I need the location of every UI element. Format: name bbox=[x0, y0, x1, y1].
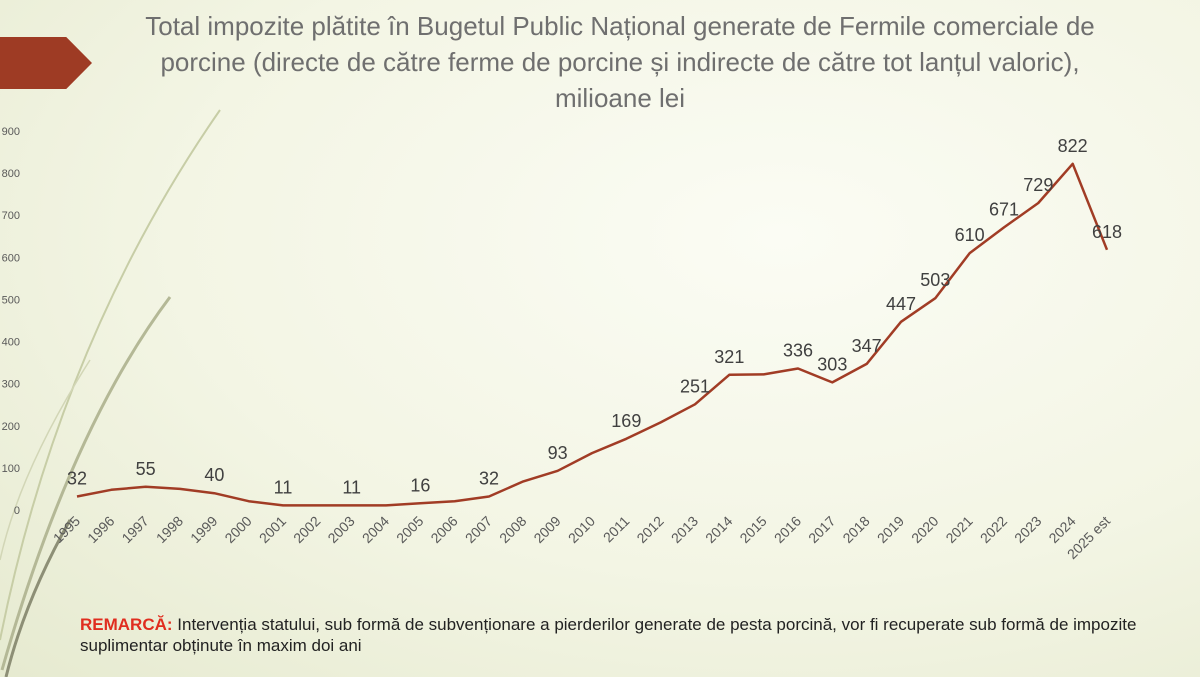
data-label: 729 bbox=[1023, 175, 1053, 195]
data-label: 503 bbox=[920, 270, 950, 290]
data-label: 40 bbox=[204, 465, 224, 485]
remark-label: REMARCĂ: bbox=[80, 615, 173, 634]
data-label: 32 bbox=[67, 469, 87, 489]
x-tick-label: 2009 bbox=[530, 513, 563, 546]
data-label: 303 bbox=[817, 354, 847, 374]
data-label: 321 bbox=[714, 347, 744, 367]
deco-curve bbox=[0, 296, 172, 671]
x-tick-label: 1995 bbox=[50, 513, 83, 546]
x-axis: 1995 1996 1997 1998 1999 2000 2001 2002 2003 2004… bbox=[50, 513, 1113, 562]
x-tick-label: 2005 bbox=[393, 513, 426, 546]
x-tick-label: 2003 bbox=[324, 513, 357, 546]
data-label: 32 bbox=[479, 469, 499, 489]
deco-curve bbox=[0, 109, 221, 641]
x-tick-label: 2004 bbox=[359, 513, 392, 546]
x-tick-label: 2012 bbox=[633, 513, 666, 546]
x-tick-label: 1996 bbox=[84, 513, 117, 546]
x-tick-label: 2006 bbox=[427, 513, 460, 546]
y-tick-label: 500 bbox=[2, 294, 20, 306]
series-line bbox=[76, 162, 1109, 507]
data-label: 618 bbox=[1092, 222, 1122, 242]
y-tick-label: 800 bbox=[2, 168, 20, 180]
y-tick-label: 400 bbox=[2, 337, 20, 349]
x-tick-label: 2008 bbox=[496, 513, 529, 546]
x-tick-label: 2011 bbox=[600, 513, 633, 546]
x-tick-label: 1997 bbox=[118, 513, 151, 546]
x-tick-label: 2019 bbox=[874, 513, 907, 546]
data-label: 11 bbox=[342, 477, 361, 497]
remark-text: Intervenția statului, sub formă de subve… bbox=[80, 615, 1137, 655]
y-tick-label: 100 bbox=[2, 463, 20, 475]
data-label: 447 bbox=[886, 294, 916, 314]
x-tick-label: 2023 bbox=[1011, 513, 1044, 546]
y-tick-label: 200 bbox=[2, 421, 20, 433]
deco-curve bbox=[4, 519, 72, 677]
data-label: 671 bbox=[989, 199, 1019, 219]
x-tick-label: 2017 bbox=[805, 513, 838, 546]
data-label: 822 bbox=[1058, 136, 1088, 156]
x-tick-label: 2014 bbox=[702, 513, 735, 546]
y-tick-label: 300 bbox=[2, 379, 20, 391]
y-tick-label: 700 bbox=[2, 210, 20, 222]
data-label: 11 bbox=[274, 477, 293, 497]
data-label: 93 bbox=[548, 443, 568, 463]
x-tick-label: 2020 bbox=[908, 513, 941, 546]
remark-note: REMARCĂ: Intervenția statului, sub formă… bbox=[80, 614, 1180, 656]
x-tick-label: 1999 bbox=[187, 513, 220, 546]
data-label: 55 bbox=[136, 459, 156, 479]
x-tick-label: 2007 bbox=[462, 513, 495, 546]
x-tick-label: 2016 bbox=[771, 513, 804, 546]
data-label: 251 bbox=[680, 376, 710, 396]
x-tick-label: 2015 bbox=[736, 513, 769, 546]
x-tick-label: 2013 bbox=[668, 513, 701, 546]
data-label: 169 bbox=[611, 411, 641, 431]
data-label: 336 bbox=[783, 341, 813, 361]
y-tick-label: 900 bbox=[2, 126, 20, 138]
x-tick-label: 2002 bbox=[290, 513, 323, 546]
x-tick-label: 2021 bbox=[942, 513, 975, 546]
x-tick-label: 2000 bbox=[221, 513, 254, 546]
x-tick-label: 1998 bbox=[153, 513, 186, 546]
data-label: 16 bbox=[410, 475, 430, 495]
x-tick-label: 2018 bbox=[839, 513, 872, 546]
chart-title: Total impozite plătite în Bugetul Public… bbox=[145, 11, 1095, 113]
x-tick-label: 2001 bbox=[256, 513, 289, 546]
data-label: 347 bbox=[852, 336, 882, 356]
x-tick-label: 2022 bbox=[977, 513, 1010, 546]
deco-curve bbox=[0, 359, 91, 561]
data-label: 610 bbox=[955, 225, 985, 245]
y-tick-label: 600 bbox=[2, 252, 20, 264]
y-tick-label: 0 bbox=[14, 505, 20, 517]
x-tick-label: 2010 bbox=[565, 513, 598, 546]
y-axis: 0 100 200 300 400 500 600 700 800 900 bbox=[2, 126, 20, 517]
